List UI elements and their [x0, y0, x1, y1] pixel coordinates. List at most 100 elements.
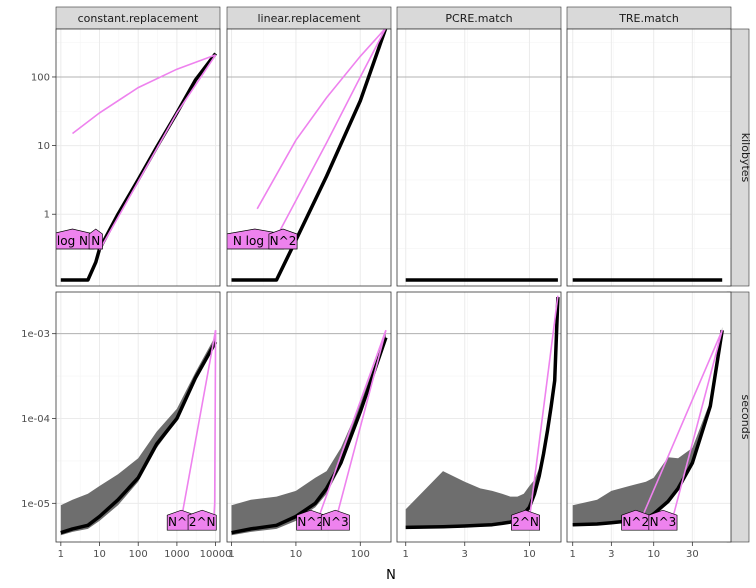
x-tick-label: 1	[58, 549, 64, 560]
x-tick-label: 3	[462, 549, 468, 560]
y-tick-label: 1e-05	[21, 499, 50, 510]
asymptote-label-text: N^2	[622, 515, 649, 529]
x-axis-title: N	[386, 568, 396, 583]
row-strip-label: kilobytes	[739, 133, 752, 183]
asymptote-line	[256, 29, 386, 210]
strips-layer: constant.replacement linear.replacement PC…	[55, 6, 752, 543]
asymptote-label-text: 2^N	[512, 515, 539, 529]
asymptote-line	[72, 54, 216, 135]
asymptote-label: N^3	[320, 509, 350, 531]
x-tick-label: 30	[686, 549, 699, 560]
panel-border	[55, 28, 221, 287]
panel-background	[567, 29, 731, 286]
x-tick-label: 100	[351, 549, 370, 560]
asymptote-line	[98, 54, 217, 251]
asymptote-label-text: N	[91, 234, 100, 248]
asymptote-label-box	[88, 228, 103, 250]
x-tick-label: 100	[129, 549, 148, 560]
panel-border	[226, 291, 392, 543]
facet-panel	[566, 28, 732, 287]
asymptote-label-box	[268, 228, 298, 250]
asymptote-line	[213, 330, 217, 520]
asymptote-label: 2^N	[511, 509, 540, 531]
measured-line	[60, 52, 217, 282]
y-tick-label: 100	[31, 72, 50, 83]
asymptote-line	[317, 329, 387, 520]
facet-panel	[396, 28, 562, 287]
panel-border	[566, 28, 732, 287]
x-tick-label: 10	[647, 549, 660, 560]
panel-content: N log NN^2	[227, 29, 388, 282]
x-tick-label: 3	[608, 549, 614, 560]
asymptote-label: N^2	[621, 509, 651, 531]
panel-border	[566, 291, 732, 543]
y-tick-label: 1	[44, 210, 50, 221]
asymptote-label-box	[648, 509, 678, 531]
asymptote-line	[528, 295, 559, 520]
asymptote-line	[180, 330, 217, 520]
column-strip-label: TRE.match	[618, 12, 679, 25]
asymptote-label-text: N^3	[650, 515, 677, 529]
row-strip-label: seconds	[739, 395, 752, 440]
x-tick-label: 1	[570, 549, 576, 560]
x-tick-label: 10	[93, 549, 106, 560]
panel-content: 2^N	[405, 295, 560, 531]
asymptote-label: N^2	[268, 228, 298, 250]
y-tick-label: 10	[37, 141, 50, 152]
asymptote-label-box	[511, 509, 540, 531]
panel-border	[396, 28, 562, 287]
panel-background	[397, 29, 561, 286]
asymptote-label-box	[187, 509, 217, 531]
asymptote-label: N^3	[648, 509, 678, 531]
asymptote-label: N^2	[296, 509, 326, 531]
timing-ribbon	[60, 335, 216, 536]
x-tick-label: 1	[403, 549, 409, 560]
measured-line	[60, 341, 218, 535]
measured-line	[231, 337, 388, 535]
asymptote-line	[335, 329, 387, 520]
x-tick-label: 10	[290, 549, 303, 560]
y-tick-label: 1e-03	[21, 329, 50, 340]
facet-panel: N^32^N	[55, 291, 221, 543]
column-strip-label: constant.replacement	[78, 12, 199, 25]
panel-content: N^2N^3	[231, 329, 388, 536]
x-tick-label: 10000	[200, 549, 232, 560]
asymptote-line	[671, 329, 723, 520]
column-strip-label: PCRE.match	[445, 12, 512, 25]
y-tick-label: 1e-04	[21, 414, 50, 425]
timing-ribbon	[231, 333, 386, 536]
column-strip-label: linear.replacement	[257, 12, 361, 25]
panel-border	[396, 291, 562, 543]
asymptote-label-text: N^2	[270, 234, 297, 248]
asymptote-label-text: N^3	[322, 515, 349, 529]
asymptote-label: log N	[56, 228, 95, 250]
panel-content: N^32^N	[60, 330, 218, 536]
asymptote-label-text: N log N	[233, 234, 277, 248]
timing-ribbon	[405, 295, 558, 529]
asymptote-label-box	[320, 509, 350, 531]
asymptote-label: N	[88, 228, 103, 250]
asymptote-label: 2^N	[187, 509, 217, 531]
x-tick-label: 10	[523, 549, 536, 560]
x-tick-label: 1	[228, 549, 234, 560]
asymptote-label-text: log N	[57, 234, 88, 248]
panel-border	[226, 28, 392, 287]
facet-panel: N log NN^2	[226, 28, 392, 287]
asymptote-label-text: N^2	[297, 515, 324, 529]
asymptote-line	[278, 29, 387, 233]
panel-grid	[227, 292, 391, 542]
asymptote-line	[640, 329, 723, 520]
facet-panel: N^2N^3	[226, 291, 392, 543]
panel-grid	[397, 29, 561, 286]
x-tick-label: 1000	[164, 549, 189, 560]
panel-grid	[567, 29, 731, 286]
asymptote-label-text: 2^N	[189, 515, 216, 529]
